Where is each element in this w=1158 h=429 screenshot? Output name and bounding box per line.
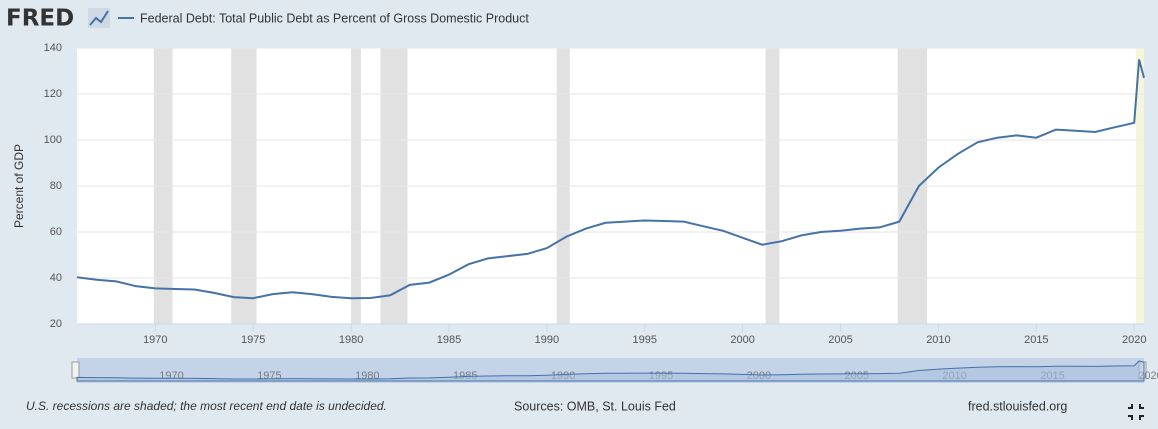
navigator-area	[76, 360, 1145, 382]
x-tick-label: 2000	[730, 334, 754, 346]
logo-icon	[89, 10, 109, 26]
data-line	[76, 59, 1145, 300]
fullscreen-button[interactable]	[1128, 404, 1144, 420]
x-tick-label: 1970	[143, 334, 167, 346]
y-tick-label: 80	[50, 180, 62, 192]
footer-url[interactable]: fred.stlouisfed.org	[968, 399, 1067, 413]
x-tick-label: 2020	[1122, 334, 1146, 346]
x-tick-label: 2015	[1024, 334, 1048, 346]
navigator-handle[interactable]	[71, 361, 80, 379]
x-tick-label: 1985	[437, 334, 461, 346]
y-tick-label: 40	[50, 272, 62, 284]
y-tick-label: 20	[50, 318, 62, 330]
y-axis-label: Percent of GDP	[12, 144, 26, 228]
x-tick-label: 1990	[535, 334, 559, 346]
footer-source: Sources: OMB, St. Louis Fed	[514, 399, 676, 413]
x-tick-label: 2010	[926, 334, 950, 346]
x-tick-label: 1995	[633, 334, 657, 346]
y-tick-label: 120	[44, 88, 62, 100]
x-tick-label: 1980	[339, 334, 363, 346]
y-tick-label: 140	[44, 42, 62, 54]
x-tick-label: 2005	[828, 334, 852, 346]
footer-note: U.S. recessions are shaded; the most rec…	[26, 399, 387, 413]
logo-icon	[88, 8, 110, 28]
x-tick-label: 1975	[241, 334, 265, 346]
y-tick-label: 60	[50, 226, 62, 238]
y-tick-label: 100	[44, 134, 62, 146]
logo: FRED	[6, 6, 74, 32]
legend-label: Federal Debt: Total Public Debt as Perce…	[140, 11, 529, 25]
